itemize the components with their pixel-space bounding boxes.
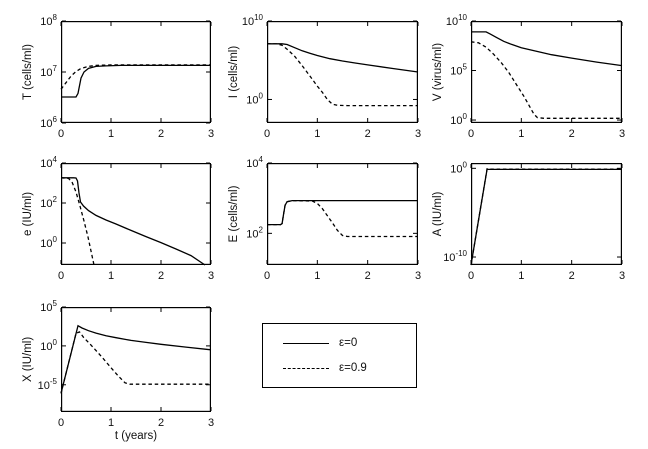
series-line-dashed [60,64,211,90]
series-line-solid [60,324,212,394]
series-line-solid [61,64,211,98]
plot-frame [61,21,212,124]
x-tick-label: 3 [415,128,421,140]
subplot-X-svg: 0 1 2 3 10-5 100 105 X (IU/ml) t (years) [22,299,214,442]
y-tick-label: 10-5 [38,377,58,392]
y-axis-label: X (IU/ml) [22,337,34,383]
y-axis-label: T (cells/ml) [22,44,34,100]
subplot-I: 0 1 2 3 100 1010 I (cells/ml) [228,13,421,140]
legend: ε=0 ε=0.9 [262,323,417,388]
subplot-T-svg: 0 1 2 3 106 107 108 T (cells/ml) [22,13,214,140]
series-line-solid [267,43,419,73]
x-tick-label: 2 [158,270,164,282]
subplot-E-svg: 0 1 2 3 102 104 E (cells/ml) [228,155,421,282]
x-tick-label: 2 [158,128,164,140]
x-tick-label: 3 [208,128,214,140]
x-tick-label: 1 [518,128,524,140]
subplot-X: 0 1 2 3 10-5 100 105 X (IU/ml) t (years) [22,299,214,442]
x-tick-label: 3 [619,128,625,140]
y-tick-label: 100 [40,338,57,353]
x-tick-label: 0 [58,128,64,140]
series-line-dashed [60,177,95,266]
x-tick-label: 3 [208,417,214,429]
legend-entry-eps09: ε=0.9 [283,362,416,374]
x-tick-label: 0 [264,270,270,282]
subplot-I-svg: 0 1 2 3 100 1010 I (cells/ml) [228,13,421,140]
x-tick-label: 2 [569,270,575,282]
x-tick-label: 2 [158,417,164,429]
x-tick-label: 1 [108,270,114,282]
y-tick-label: 100 [450,160,467,175]
y-tick-label: 105 [40,299,57,314]
x-axis-label: t (years) [115,430,157,442]
plot-frame [267,163,419,266]
plot-frame [471,163,623,266]
x-tick-label: 0 [468,128,474,140]
x-tick-label: 0 [58,270,64,282]
series-line-solid [471,31,623,67]
legend-label-eps0: ε=0 [339,337,358,349]
subplot-T: 0 1 2 3 106 107 108 T (cells/ml) [22,13,214,140]
y-tick-label: 10-10 [443,249,467,264]
series-line-dashed [60,331,211,394]
solid-line-sample [283,342,329,344]
subplot-A-svg: 0 1 2 3 10-10 100 A (IU/ml) [432,160,625,282]
subplot-e: 0 1 2 3 100 102 104 e (IU/ml) [22,155,214,282]
legend-label-eps09: ε=0.9 [339,362,367,374]
x-tick-label: 3 [415,270,421,282]
series-line-dashed [470,168,622,266]
series-line-dashed [266,43,418,107]
x-tick-label: 3 [619,270,625,282]
x-tick-label: 3 [208,270,214,282]
y-tick-label: 104 [246,155,263,170]
y-tick-label: 108 [40,13,57,28]
y-axis-label: V (virus/ml) [432,43,444,101]
x-tick-label: 1 [518,270,524,282]
y-tick-label: 1010 [242,13,264,28]
y-tick-label: 1010 [446,13,468,28]
series-line-dashed [267,199,418,238]
y-tick-label: 105 [450,63,467,78]
series-line-solid [470,168,622,266]
y-axis-label: I (cells/ml) [228,46,240,99]
plot-frame [267,21,419,124]
dashed-line-sample [283,367,329,369]
y-tick-label: 102 [246,225,263,240]
series-line-dashed [470,41,622,119]
series-line-solid [61,177,206,266]
subplot-e-svg: 0 1 2 3 100 102 104 e (IU/ml) [22,155,214,282]
x-tick-label: 1 [108,417,114,429]
series-line-solid [267,199,418,226]
x-tick-label: 2 [365,270,371,282]
x-tick-label: 1 [108,128,114,140]
x-tick-label: 1 [314,270,320,282]
y-axis-label: e (IU/ml) [22,192,34,236]
y-tick-label: 106 [40,115,57,130]
x-tick-label: 0 [264,128,270,140]
x-tick-label: 1 [314,128,320,140]
y-axis-label: A (IU/ml) [432,191,444,236]
subplot-A: 0 1 2 3 10-10 100 A (IU/ml) [432,160,625,282]
subplot-V: 0 1 2 3 100 105 1010 V (virus/ml) [432,13,625,140]
x-tick-label: 0 [58,417,64,429]
y-tick-label: 100 [40,235,57,250]
plot-frame [471,21,623,124]
subplot-E: 0 1 2 3 102 104 E (cells/ml) [228,155,421,282]
x-tick-label: 2 [569,128,575,140]
y-tick-label: 102 [40,195,57,210]
y-tick-label: 100 [246,91,263,106]
x-tick-label: 2 [365,128,371,140]
y-tick-label: 104 [40,155,57,170]
plot-frame [61,307,212,413]
x-tick-label: 0 [468,270,474,282]
y-tick-label: 100 [450,112,467,127]
y-axis-label: E (cells/ml) [228,185,240,242]
legend-entry-eps0: ε=0 [283,337,416,349]
subplot-V-svg: 0 1 2 3 100 105 1010 V (virus/ml) [432,13,625,140]
y-tick-label: 107 [40,64,57,79]
plot-frame [61,163,212,266]
